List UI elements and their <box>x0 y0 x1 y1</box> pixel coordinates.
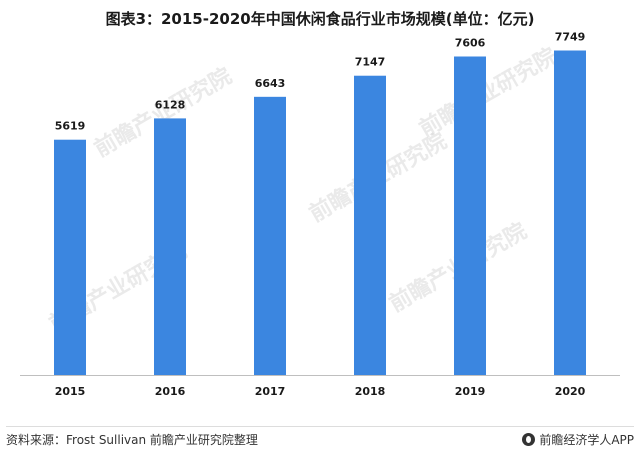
chart-title: 图表3：2015-2020年中国休闲食品行业市场规模(单位：亿元) <box>105 10 535 28</box>
data-label-2017: 6643 <box>255 77 286 90</box>
bar-2020 <box>554 50 586 376</box>
bar-chart: 5619 2015 6128 2016 6643 2017 7147 2018 7606 2019… <box>20 31 620 398</box>
x-tick-label-2019: 2019 <box>455 385 486 398</box>
bar-2015 <box>54 139 86 375</box>
x-tick-label-2018: 2018 <box>355 385 386 398</box>
data-label-2018: 7147 <box>355 56 386 69</box>
x-tick-label-2020: 2020 <box>555 385 586 398</box>
credit-text: 前瞻经济学人APP <box>539 433 634 447</box>
x-tick-label-2016: 2016 <box>155 385 186 398</box>
data-label-2016: 6128 <box>155 98 186 111</box>
footer: 资料来源：Frost Sullivan 前瞻产业研究院整理 前瞻经济学人APP <box>6 426 634 449</box>
data-label-2020: 7749 <box>555 31 586 44</box>
x-tick-label-2015: 2015 <box>55 385 86 398</box>
bar-2018 <box>354 75 386 376</box>
bar-2019 <box>454 56 486 375</box>
source-note: 资料来源：Frost Sullivan 前瞻产业研究院整理 <box>6 433 258 447</box>
brand-logo-icon <box>522 433 536 446</box>
credit: 前瞻经济学人APP <box>522 431 634 448</box>
x-tick-label-2017: 2017 <box>255 385 286 398</box>
bar-2017 <box>254 96 286 375</box>
bar-2016 <box>154 118 186 375</box>
data-label-2019: 7606 <box>455 36 486 49</box>
data-label-2015: 5619 <box>55 120 86 133</box>
